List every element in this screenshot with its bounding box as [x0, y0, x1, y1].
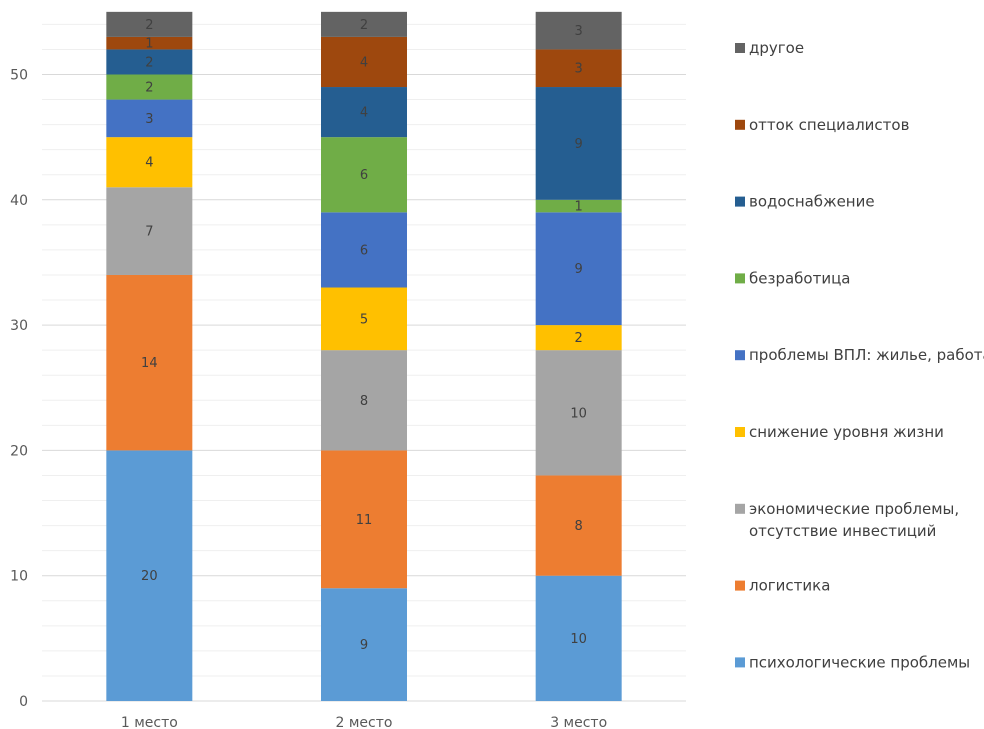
data-label: 8 — [575, 519, 583, 534]
legend-label: логистика — [749, 577, 830, 595]
data-label: 7 — [145, 225, 153, 240]
x-category-label: 3 место — [550, 715, 607, 729]
x-axis: 1 место 2 место 3 место — [121, 715, 607, 729]
legend-swatch — [735, 657, 745, 667]
y-tick-label: 30 — [10, 318, 28, 334]
legend-swatch — [735, 427, 745, 437]
data-label: 1 — [145, 37, 153, 52]
data-label: 11 — [356, 513, 373, 528]
legend-item: логистика — [735, 577, 830, 595]
legend-swatch — [735, 504, 745, 514]
y-tick-label: 20 — [10, 443, 28, 459]
data-label: 3 — [575, 24, 583, 39]
data-label: 4 — [145, 156, 153, 171]
legend-label: экономические проблемы, отсутствие инвест… — [749, 500, 959, 540]
legend-item: экономические проблемы, отсутствие инвест… — [735, 500, 959, 540]
data-label: 2 — [575, 331, 583, 346]
legend: другое отток специалистов водоснабжение без… — [735, 39, 984, 671]
y-tick-label: 50 — [10, 68, 28, 84]
x-category-label: 1 место — [121, 715, 178, 729]
legend-swatch — [735, 197, 745, 207]
legend-label: другое — [749, 39, 804, 57]
data-label: 2 — [145, 55, 153, 70]
data-label: 1 — [575, 200, 583, 215]
data-label: 9 — [575, 137, 583, 152]
legend-label: снижение уровня жизни — [749, 423, 944, 441]
data-label: 6 — [360, 168, 368, 183]
legend-swatch — [735, 43, 745, 53]
bars: 20 14 7 4 3 2 2 1 2 9 11 8 5 6 6 4 4 2 10 8 10 2 9 1 9 3 3 — [106, 12, 621, 701]
data-label: 6 — [360, 243, 368, 258]
legend-label: отток специалистов — [749, 116, 909, 134]
legend-label: проблемы ВПЛ: жилье, работа — [749, 346, 984, 364]
legend-item: проблемы ВПЛ: жилье, работа — [735, 346, 984, 364]
data-label: 9 — [575, 262, 583, 277]
legend-swatch — [735, 273, 745, 283]
data-label: 9 — [360, 638, 368, 653]
x-category-label: 2 место — [336, 715, 393, 729]
legend-swatch — [735, 581, 745, 591]
y-tick-label: 40 — [10, 193, 28, 209]
data-label: 8 — [360, 394, 368, 409]
legend-swatch — [735, 350, 745, 360]
y-axis: 0 10 20 30 40 50 — [10, 68, 28, 711]
data-label: 14 — [141, 356, 158, 371]
legend-item: психологические проблемы — [735, 653, 970, 671]
legend-item: безработица — [735, 269, 850, 287]
data-label: 20 — [141, 569, 158, 584]
legend-item: водоснабжение — [735, 193, 875, 211]
y-tick-label: 10 — [10, 569, 28, 585]
legend-item: отток специалистов — [735, 116, 909, 134]
data-label: 2 — [145, 81, 153, 96]
data-label: 10 — [570, 632, 587, 647]
data-label: 3 — [575, 62, 583, 77]
data-label: 5 — [360, 312, 368, 327]
y-tick-label: 0 — [19, 694, 28, 710]
legend-label: водоснабжение — [749, 193, 875, 211]
data-label: 4 — [360, 106, 368, 121]
data-label: 4 — [360, 55, 368, 70]
legend-label: безработица — [749, 269, 850, 287]
data-label: 2 — [145, 18, 153, 33]
data-label: 2 — [360, 18, 368, 33]
legend-item: снижение уровня жизни — [735, 423, 944, 441]
data-label: 3 — [145, 112, 153, 127]
data-label: 10 — [570, 406, 587, 421]
legend-label: психологические проблемы — [749, 653, 970, 671]
legend-swatch — [735, 120, 745, 130]
legend-item: другое — [735, 39, 804, 57]
